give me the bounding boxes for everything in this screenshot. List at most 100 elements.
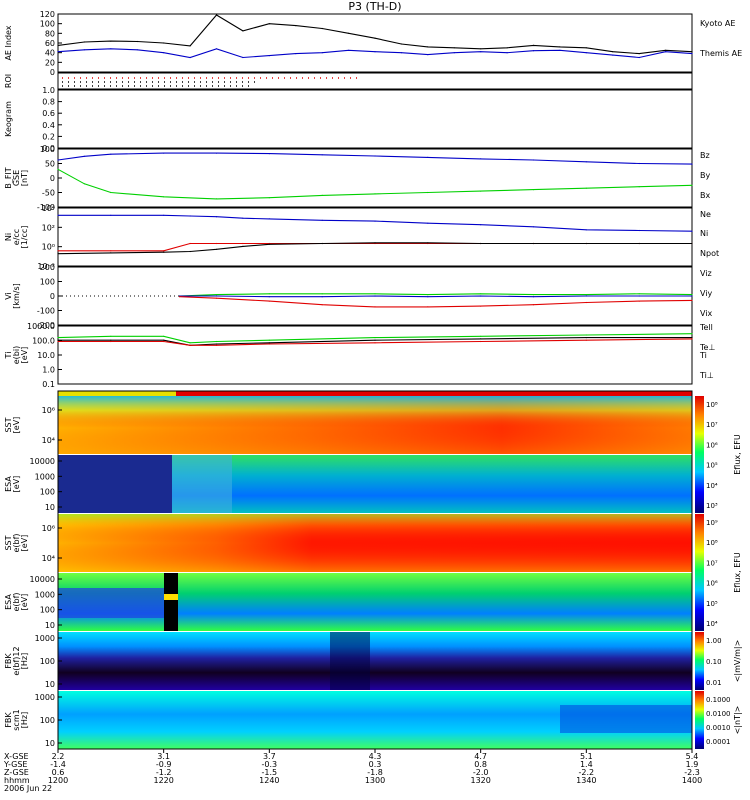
tick-label-bfit-0: 100 <box>40 145 55 154</box>
data-point-0-1-4 <box>163 52 165 54</box>
tick-label-fbk-b-0: 1000 <box>35 693 55 702</box>
data-point-4-2-0 <box>57 340 59 343</box>
data-point-3-2-9 <box>638 300 640 302</box>
data-point-2-2-6 <box>268 243 270 245</box>
data-point-0-1-13 <box>400 52 402 54</box>
data-point-3-1-7 <box>532 296 535 298</box>
data-point-4-0-4 <box>215 340 218 343</box>
tick-label-vi-2: 0 <box>50 292 55 301</box>
footer-value-2-0: 3.7 <box>263 752 276 761</box>
data-point-1-0-3 <box>163 152 165 154</box>
tick-label-ni-2: 10⁰ <box>42 243 55 252</box>
y-axis-label-sst_i-0: SST <box>4 417 13 432</box>
data-point-1-1-4 <box>215 198 218 200</box>
colorbar-tick-electron-2: 10⁷ <box>706 559 718 567</box>
legend-ti-2: Ti <box>699 351 707 360</box>
data-point-3-1-1 <box>215 295 218 297</box>
data-point-4-2-4 <box>215 344 218 346</box>
footer-value-5-3: 1340 <box>576 776 596 785</box>
data-point-2-2-11 <box>532 242 535 245</box>
footer-value-0-1: -1.4 <box>50 760 66 769</box>
data-point-0-1-24 <box>691 53 693 55</box>
footer-value-1-3: 1220 <box>153 776 173 785</box>
legend-ae-0: Kyoto AE <box>700 19 735 28</box>
colorbar-tick-ion-0: 10⁸ <box>706 401 718 409</box>
esa-electron-gap-flux <box>164 594 178 600</box>
sst-ion-shading <box>58 396 692 454</box>
data-point-0-0-20 <box>585 47 587 49</box>
data-point-2-2-13 <box>638 242 640 245</box>
legend-ti-3: Ti⊥ <box>699 371 714 380</box>
data-point-3-0-2 <box>268 293 270 295</box>
data-point-4-2-2 <box>163 340 165 343</box>
y-axis-label-esa_e-1: e(bf) <box>12 592 21 611</box>
tick-label-vi-3: -100 <box>37 307 55 316</box>
footer-value-3-1: 0.3 <box>369 760 382 769</box>
esa-ion-noise-block <box>58 455 172 513</box>
tick-label-ti-3: 1.0 <box>42 366 55 375</box>
footer-value-2-3: 1240 <box>259 776 279 785</box>
data-point-3-1-10 <box>691 295 693 297</box>
y-axis-label-fbk_b-1: scm1 <box>12 709 21 730</box>
data-point-0-0-18 <box>532 44 535 47</box>
tick-label-ti-1: 100.0 <box>32 337 55 346</box>
data-point-0-1-21 <box>612 54 614 56</box>
tick-label-ti-0: 1000.0 <box>27 322 55 331</box>
data-point-0-1-22 <box>638 56 640 59</box>
legend-vi-2: Vix <box>700 309 713 318</box>
data-point-0-0-0 <box>57 44 59 47</box>
tick-label-ae-4: 40 <box>45 49 55 58</box>
data-point-1-0-13 <box>691 163 693 165</box>
fbk-efield-spectrogram <box>58 632 692 690</box>
series-line-ni-ne <box>58 242 692 252</box>
data-point-4-2-8 <box>585 339 587 341</box>
data-point-3-1-5 <box>427 296 429 298</box>
data-point-0-1-5 <box>189 56 191 59</box>
data-point-0-0-14 <box>427 46 429 48</box>
data-point-2-1-3 <box>189 242 191 245</box>
data-point-4-2-5 <box>268 343 270 345</box>
footer-value-0-3: 1200 <box>48 776 68 785</box>
legend-bfit-0: Bz <box>700 151 710 160</box>
data-point-4-1-9 <box>691 337 693 339</box>
footer-value-0-2: 0.6 <box>52 768 65 777</box>
data-point-3-2-6 <box>480 305 482 307</box>
tick-label-fbk-e-2: 10 <box>45 680 55 689</box>
data-point-1-1-6 <box>321 194 323 196</box>
footer-value-6-1: 1.9 <box>686 760 699 769</box>
colorbar-tick-fbk_b-2: 0.0010 <box>706 724 731 732</box>
data-point-4-0-6 <box>374 337 376 339</box>
panel-frames <box>57 13 693 750</box>
colorbar-label-fbk_e: <|mV/m|> <box>733 640 742 683</box>
series-line-ni-ni <box>58 214 693 232</box>
tick-label-ae-5: 20 <box>45 58 55 67</box>
data-point-0-1-23 <box>665 51 667 53</box>
data-point-3-0-10 <box>691 294 693 296</box>
data-point-3-0-1 <box>215 294 218 296</box>
data-point-2-0-5 <box>242 217 244 219</box>
data-point-1-0-6 <box>321 154 323 156</box>
footer-value-4-2: -2.0 <box>473 768 489 777</box>
tick-label-vi-4: -200 <box>37 321 55 330</box>
footer-row-label-1: Y-GSE <box>3 760 27 769</box>
data-point-2-0-13 <box>638 229 640 232</box>
tick-label-esa-e-3: 10 <box>45 621 55 630</box>
data-point-1-0-9 <box>480 158 482 160</box>
y-axis-label-vi-1: [km/s] <box>12 283 21 309</box>
colorbar-ion <box>695 396 704 513</box>
y-axis-label-ae-0: AE Index <box>4 25 13 60</box>
data-point-4-2-9 <box>691 338 693 340</box>
data-point-2-2-3 <box>189 250 191 253</box>
esa-electron-gap <box>164 573 178 631</box>
tick-label-esa-e-1: 1000 <box>35 590 55 599</box>
data-point-0-0-6 <box>215 14 218 16</box>
data-point-2-2-2 <box>163 251 165 253</box>
legend-bfit-2: Bx <box>700 191 710 200</box>
data-point-4-1-1 <box>110 339 112 341</box>
data-point-0-0-21 <box>612 51 614 53</box>
colorbar-electron <box>695 514 704 631</box>
mode-bar-red <box>176 391 692 396</box>
legend-ni-1: Ni <box>700 229 708 238</box>
data-point-0-1-15 <box>453 52 455 54</box>
data-point-2-2-0 <box>57 253 59 255</box>
